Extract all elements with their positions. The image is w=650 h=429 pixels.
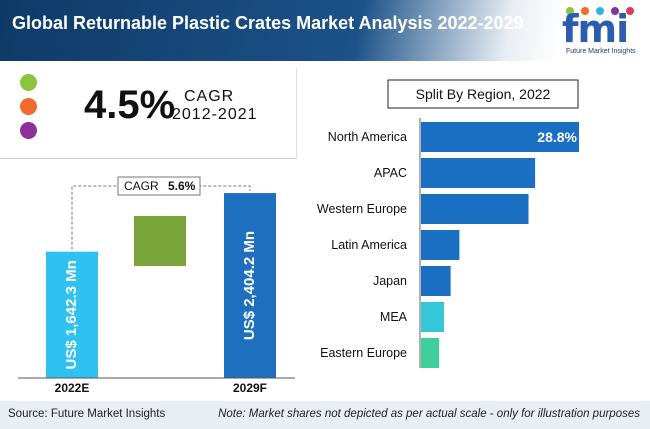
bar-2029F: [224, 193, 276, 378]
region-split-chart: Split By Region, 2022 North America APAC We…: [317, 79, 579, 368]
region-bar: [421, 230, 460, 260]
region-label: Latin America: [331, 238, 407, 252]
fmi-logo: fmi Future Market Insights: [560, 4, 648, 60]
source-text: Source: Future Market Insights: [8, 408, 166, 420]
logo-mark: fmi: [562, 7, 629, 51]
cagr-annotation-value: 5.6%: [168, 179, 196, 193]
region-label: Western Europe: [317, 202, 407, 216]
green-dot: [20, 74, 37, 91]
growth-block: [134, 216, 186, 266]
region-label: Japan: [373, 274, 407, 288]
region-label: MEA: [380, 310, 408, 324]
region-label: Eastern Europe: [320, 346, 407, 360]
region-bar: [421, 158, 536, 188]
bar-value-label: US$ 1,642.3 Mn: [63, 260, 80, 369]
region-bar: [421, 194, 529, 224]
market-size-chart: US$ 1,642.3 Mn 2022E US$ 2,404.2 Mn 2029F CA…: [18, 176, 295, 395]
region-label: North America: [328, 130, 407, 144]
cagr-label: CAGR: [184, 88, 235, 105]
x-tick-label: 2029F: [233, 381, 267, 395]
region-data-label: 28.8%: [537, 129, 577, 145]
header-banner: Global Returnable Plastic Crates Market …: [0, 0, 650, 61]
purple-dot: [20, 122, 37, 139]
cagr-value: 4.5%: [84, 83, 176, 127]
region-title-box: [387, 79, 579, 109]
region-bar: [421, 122, 579, 152]
logo-people-icon: [566, 7, 634, 15]
x-tick-label: 2022E: [55, 381, 90, 395]
region-chart-title: Split By Region, 2022: [416, 86, 551, 102]
footer: Source: Future Market Insights Note: Mar…: [0, 401, 650, 429]
note-text: Note: Market shares not depicted as per …: [218, 408, 640, 420]
bar-value-label: US$ 2,404.2 Mn: [241, 231, 258, 340]
region-bar: [421, 266, 451, 296]
region-label: APAC: [374, 166, 407, 180]
cagr-period: 2012-2021: [172, 106, 258, 123]
logo-subtitle: Future Market Insights: [566, 48, 636, 55]
bar-2022E: [46, 251, 98, 378]
region-bar: [421, 302, 445, 332]
section-divider-vertical: [296, 68, 297, 159]
cagr-annotation-box: [117, 176, 201, 196]
orange-dot: [20, 98, 37, 115]
region-bar: [421, 338, 440, 368]
section-divider: [0, 158, 296, 159]
cagr-annotation-label: CAGR: [124, 179, 159, 193]
page-title: Global Returnable Plastic Crates Market …: [12, 13, 524, 33]
